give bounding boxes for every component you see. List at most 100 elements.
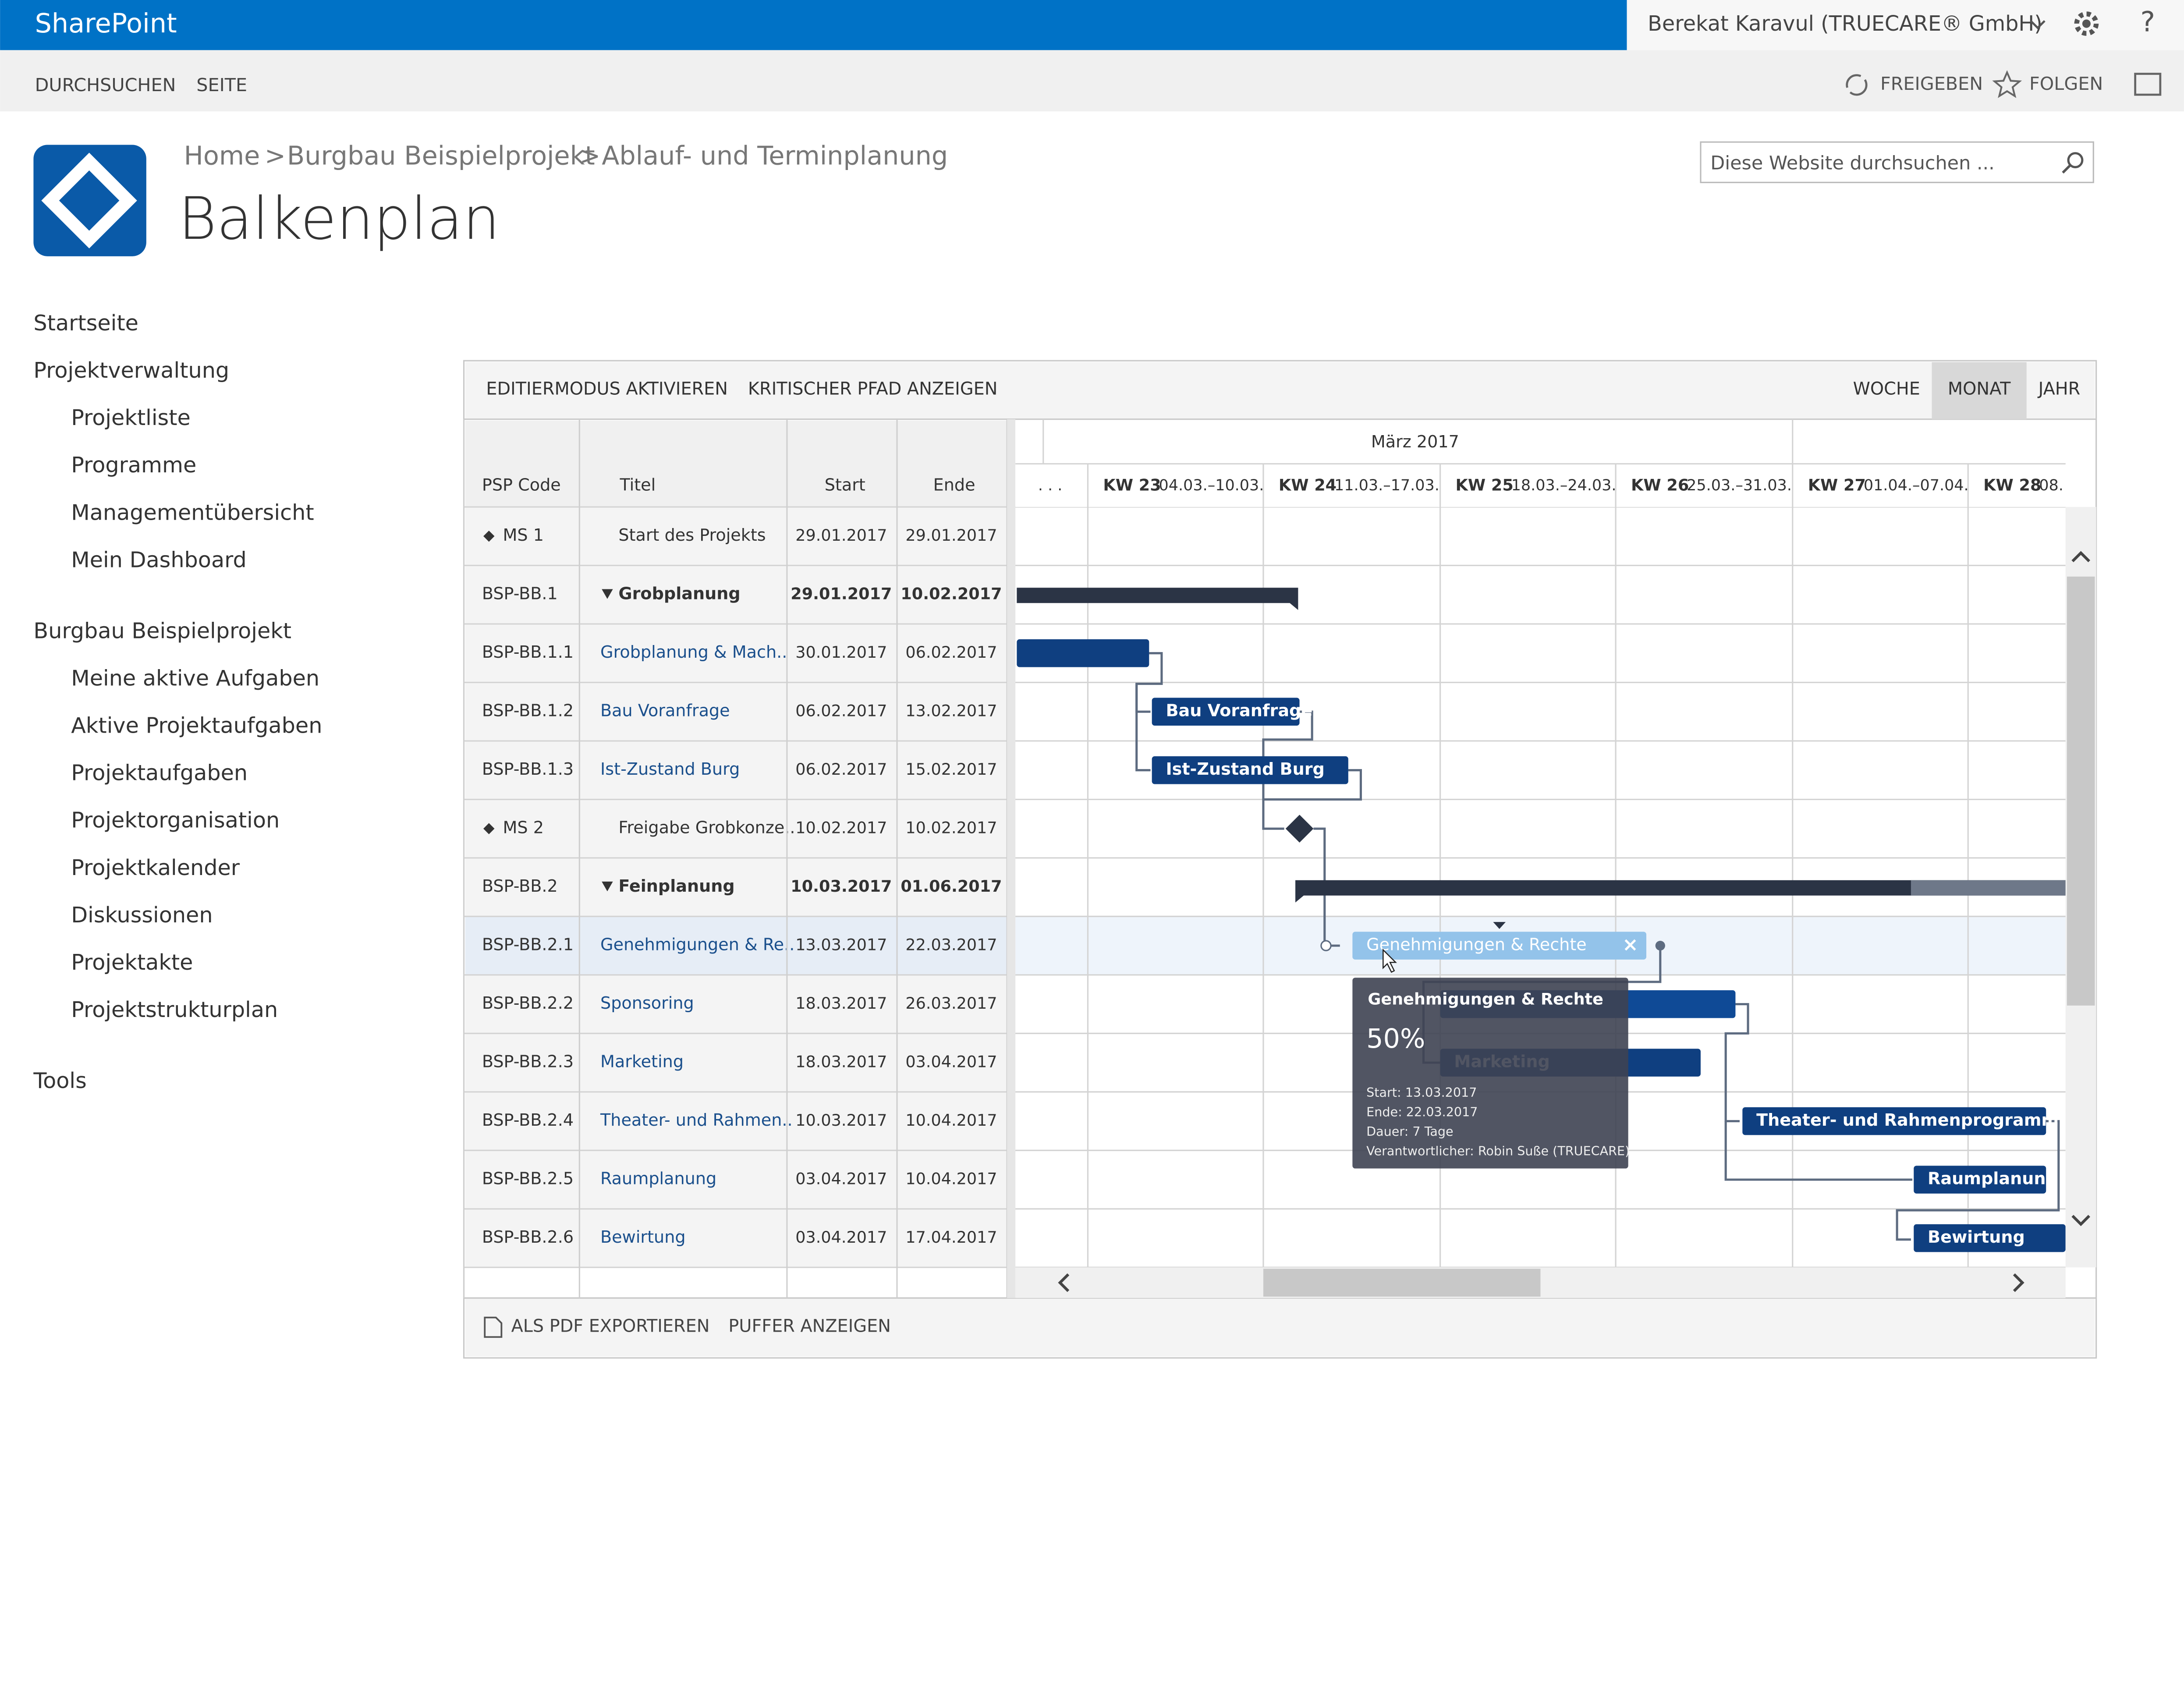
h-scroll-thumb[interactable] [1263, 1269, 1541, 1297]
dependency-link [1896, 1120, 2060, 1241]
tooltip-line: Verantwortlicher: Robin Suße (TRUECARE) [1366, 1144, 1630, 1159]
row-bg-gantt [1015, 624, 2066, 683]
mouse-cursor [1383, 948, 1397, 973]
toolbar-action[interactable]: KRITISCHER PFAD ANZEIGEN [748, 379, 997, 399]
row-bg [465, 916, 1007, 975]
week-number: KW 25 [1456, 476, 1514, 495]
brand[interactable]: SharePoint [35, 8, 177, 39]
row-bg [465, 1033, 1007, 1092]
site-logo[interactable] [33, 145, 146, 256]
scroll-left[interactable] [1058, 1273, 1070, 1292]
nav-link[interactable]: Aktive Projektaufgaben [71, 713, 322, 738]
row-bg-gantt [1015, 1209, 2066, 1268]
ribbon-tab[interactable]: DURCHSUCHEN [35, 74, 176, 96]
search-box[interactable] [1700, 141, 2094, 183]
table-header-bg [465, 420, 1007, 507]
view-toggle[interactable]: JAHR [2037, 379, 2081, 399]
task-bar-label: Ist-Zustand Burg [1166, 759, 1324, 779]
row-bg [465, 1150, 1007, 1209]
breadcrumb-link[interactable]: Home [184, 140, 260, 170]
task-title[interactable]: Bau Voranfrage [600, 701, 730, 720]
task-title[interactable]: Raumplanung [600, 1169, 716, 1188]
ribbon-action[interactable]: FREIGEBEN [1880, 73, 1983, 94]
drag-marker [1493, 922, 1506, 929]
task-bar[interactable] [1352, 932, 1647, 960]
column-header: PSP Code [482, 475, 561, 495]
start-date: 29.01.2017 [791, 585, 892, 603]
view-toggle[interactable]: MONAT [1948, 379, 2011, 399]
row-bg [465, 799, 1007, 858]
ribbon-action[interactable]: FOLGEN [2029, 73, 2103, 94]
link-handle [1655, 941, 1665, 951]
start-date: 13.03.2017 [795, 936, 887, 954]
footer-action[interactable]: PUFFER ANZEIGEN [728, 1316, 891, 1336]
nav-link[interactable]: Mein Dashboard [71, 547, 247, 572]
task-title[interactable]: Ist-Zustand Burg [600, 759, 740, 779]
task-title[interactable]: Genehmigungen & Re.. [600, 935, 794, 954]
breadcrumb: Home > Burgbau Beispielprojekt> Ablauf- und… [184, 140, 948, 170]
end-date: 01.06.2017 [901, 877, 1002, 896]
nav-link[interactable]: Projektaufgaben [71, 760, 248, 786]
footer-action[interactable]: ALS PDF EXPORTIEREN [511, 1316, 710, 1336]
task-bar[interactable] [1152, 698, 1300, 726]
row-bg [465, 624, 1007, 683]
week-lead: . . . [1038, 477, 1063, 494]
view-active-bg [1932, 362, 2027, 419]
task-title[interactable]: Bewirtung [600, 1227, 686, 1247]
scroll-up[interactable] [2071, 551, 2090, 563]
nav-link[interactable]: Projektkalender [71, 855, 240, 880]
task-title: Freigabe Grobkonze.. [618, 818, 795, 837]
task-title[interactable]: Theater- und Rahmen.. [600, 1110, 793, 1130]
task-title[interactable]: Sponsoring [600, 993, 694, 1013]
search-placeholder: Diese Website durchsuchen ... [1710, 152, 1995, 174]
week-range: 01.04.–07.04. [1864, 477, 1969, 494]
row-bg-gantt [1015, 507, 2066, 566]
summary-bar [1017, 588, 1298, 610]
end-date: 13.02.2017 [905, 702, 997, 720]
left-navigation: Startseite Projektverwaltung Projektliste P… [33, 310, 322, 1093]
nav-link[interactable]: Startseite [33, 310, 138, 336]
scroll-right[interactable] [2013, 1273, 2024, 1292]
week-range: 25.03.–31.03. [1687, 477, 1792, 494]
help[interactable]: ? [2140, 6, 2155, 38]
scroll-down[interactable] [2071, 1215, 2090, 1226]
nav-link[interactable]: Managementübersicht [71, 500, 314, 525]
focus-icon[interactable] [2134, 73, 2162, 96]
week-number: KW 28 [1983, 476, 2041, 495]
task-bar[interactable] [1742, 1107, 2046, 1135]
end-date: 15.02.2017 [905, 760, 997, 779]
breadcrumb-link[interactable]: Burgbau Beispielprojekt [287, 140, 595, 170]
v-scroll-thumb[interactable] [2067, 576, 2095, 1006]
nav-link[interactable]: Projektstrukturplan [71, 997, 278, 1022]
breadcrumb-separator: > [265, 142, 286, 170]
ribbon-tab[interactable]: SEITE [196, 74, 247, 96]
task-bar[interactable] [1914, 1224, 2066, 1252]
close-icon[interactable] [1624, 939, 1636, 951]
nav-link[interactable]: Programme [71, 452, 196, 478]
week-number: KW 23 [1103, 476, 1161, 495]
search-icon[interactable] [2062, 152, 2084, 174]
end-date: 06.02.2017 [905, 643, 997, 662]
user-name[interactable]: Berekat Karavul (TRUECARE® GmbH) [1648, 12, 2042, 36]
nav-link[interactable]: Meine aktive Aufgaben [71, 666, 319, 691]
task-bar[interactable] [1914, 1166, 2046, 1194]
breadcrumb-link[interactable]: Ablauf- und Terminplanung [602, 140, 948, 170]
breadcrumb-separator: > [579, 142, 600, 170]
nav-link[interactable]: Tools [33, 1068, 86, 1093]
view-toggle[interactable]: WOCHE [1853, 379, 1920, 399]
nav-link[interactable]: Projektakte [71, 950, 193, 975]
nav-link[interactable]: Burgbau Beispielprojekt [33, 618, 291, 643]
nav-link[interactable]: Projektverwaltung [33, 358, 229, 383]
logo-mark [41, 152, 137, 248]
psp-code: BSP-BB.1.1 [482, 642, 574, 662]
task-title[interactable]: Grobplanung & Mach.. [600, 642, 787, 662]
nav-link[interactable]: Projektliste [71, 405, 191, 430]
nav-link[interactable]: Projektorganisation [71, 808, 280, 833]
toolbar-action[interactable]: EDITIERMODUS AKTIVIEREN [486, 379, 728, 399]
start-date: 30.01.2017 [795, 643, 887, 662]
task-title[interactable]: Marketing [600, 1052, 684, 1071]
task-bar[interactable] [1152, 756, 1348, 784]
settings-icon[interactable] [2074, 11, 2099, 36]
nav-link[interactable]: Diskussionen [71, 902, 213, 928]
